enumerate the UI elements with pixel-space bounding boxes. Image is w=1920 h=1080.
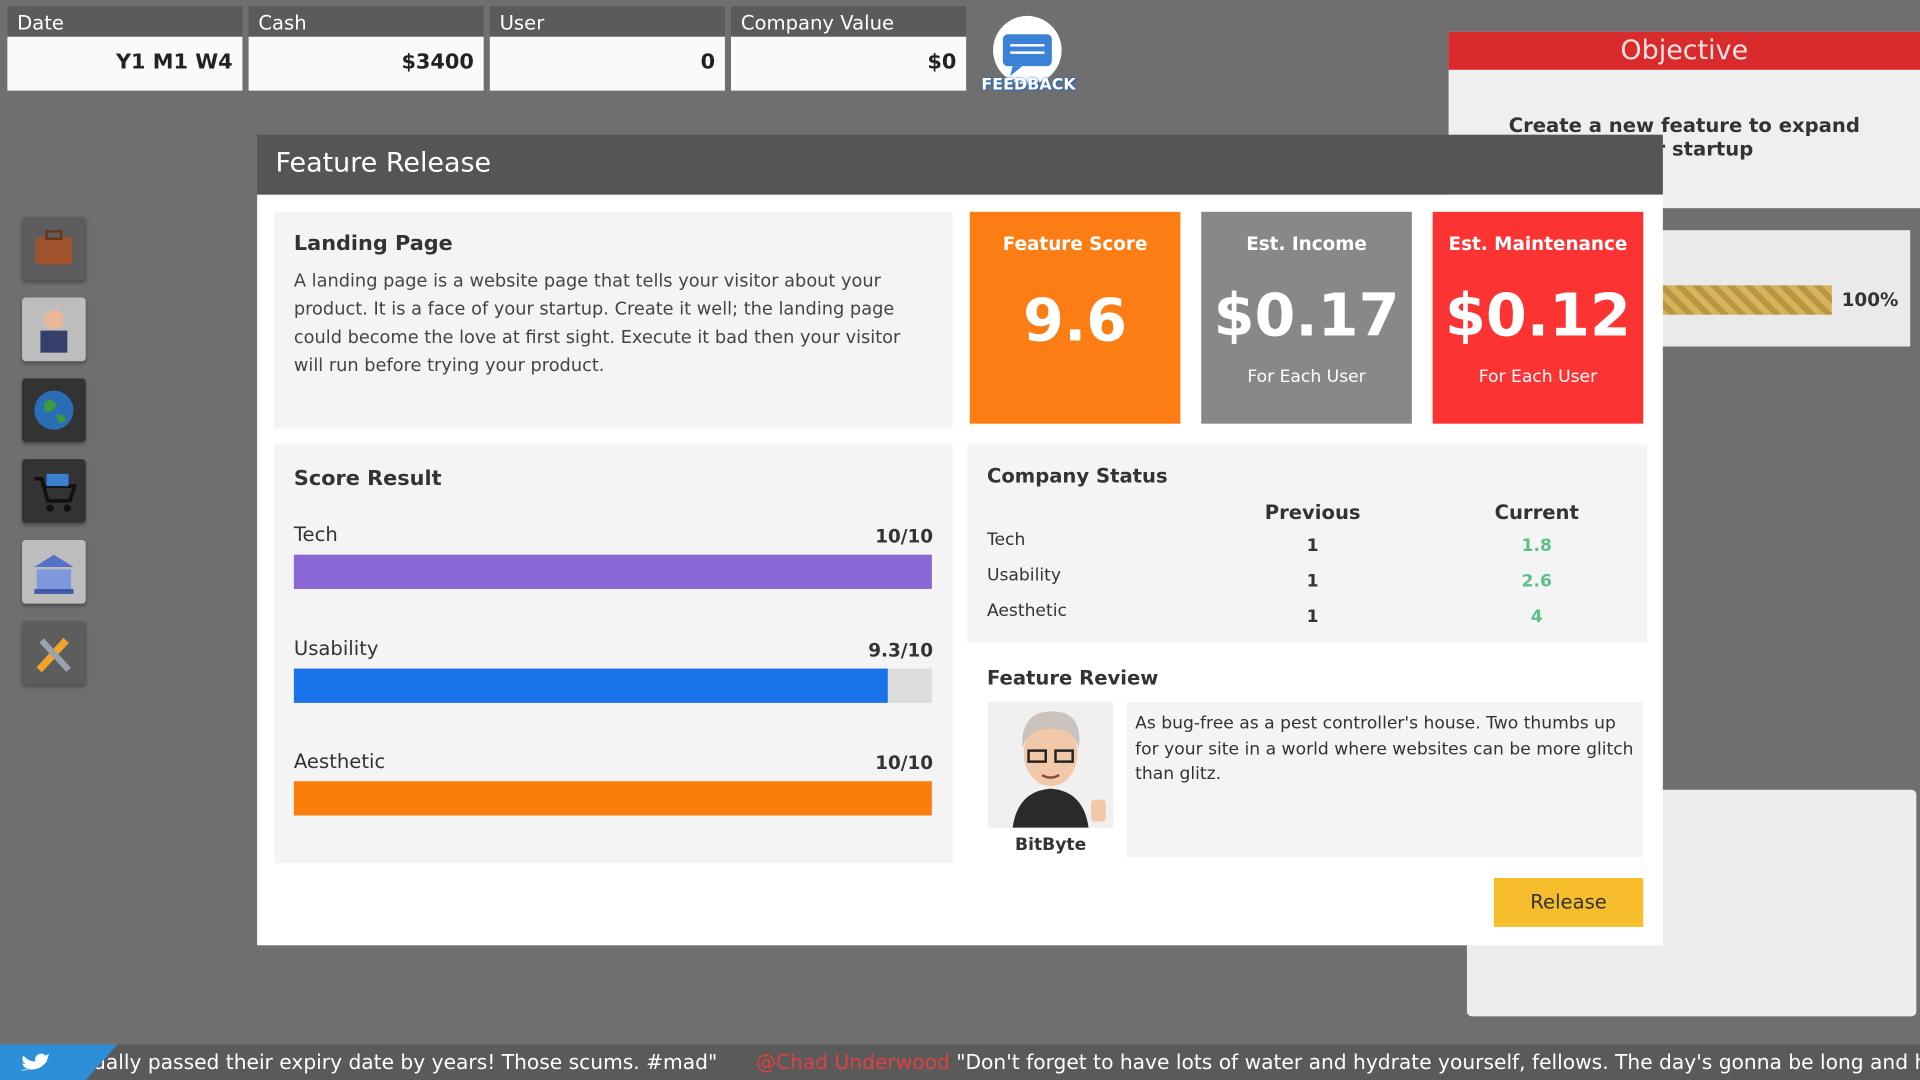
score-track bbox=[294, 781, 932, 815]
card-title: Est. Income bbox=[1201, 233, 1412, 255]
income-card: Est. Income $0.17 For Each User bbox=[1201, 212, 1412, 424]
stat-value: 0 bbox=[490, 37, 725, 91]
column-header: Previous bbox=[1251, 501, 1373, 524]
card-title: Est. Maintenance bbox=[1433, 233, 1644, 255]
stat-label: Cash bbox=[249, 6, 484, 37]
sidebar-tools[interactable] bbox=[22, 621, 86, 685]
card-title: Feature Score bbox=[970, 233, 1181, 255]
status-previous: 1 bbox=[1251, 536, 1373, 556]
status-name: Usability bbox=[987, 566, 1061, 586]
feature-panel: Landing Page A landing page is a website… bbox=[274, 212, 952, 429]
status-name: Aesthetic bbox=[987, 601, 1067, 621]
feedback-label: FEEDBACK bbox=[973, 76, 1083, 94]
score-name: Usability bbox=[294, 636, 379, 659]
score-track bbox=[294, 668, 932, 702]
icon bbox=[22, 378, 86, 442]
score-label: 10/10 bbox=[875, 525, 933, 547]
ticker-message: "Don't forget to have lots of water and … bbox=[956, 1051, 1920, 1074]
stat-box: DateY1 M1 W4 bbox=[7, 6, 242, 90]
score-card: Feature Score 9.6 bbox=[970, 212, 1181, 424]
dialog-title: Feature Release bbox=[276, 148, 492, 179]
status-current: 1.8 bbox=[1476, 536, 1598, 556]
stat-label: User bbox=[490, 6, 725, 37]
card-note: For Each User bbox=[1201, 367, 1412, 387]
feedback-button[interactable]: FEEDBACK bbox=[973, 15, 1083, 98]
reviewer-avatar bbox=[988, 702, 1113, 828]
sidebar-globe[interactable] bbox=[22, 378, 86, 442]
card-value: $0.17 bbox=[1201, 282, 1412, 351]
progress-bar bbox=[1660, 285, 1831, 314]
icon bbox=[22, 217, 86, 281]
company-status-title: Company Status bbox=[987, 464, 1168, 487]
icon bbox=[22, 298, 86, 362]
card-value: 9.6 bbox=[970, 287, 1181, 356]
icon bbox=[22, 621, 86, 685]
icon bbox=[22, 459, 86, 523]
card-value: $0.12 bbox=[1433, 282, 1644, 351]
release-button[interactable]: Release bbox=[1494, 878, 1643, 927]
stat-box: User0 bbox=[490, 6, 725, 90]
score-name: Aesthetic bbox=[294, 749, 385, 772]
score-bar bbox=[294, 781, 932, 815]
status-name: Tech bbox=[987, 530, 1025, 550]
feature-description: A landing page is a website page that te… bbox=[294, 268, 933, 381]
progress-label: 100% bbox=[1842, 289, 1899, 311]
score-label: 9.3/10 bbox=[868, 639, 933, 661]
card-note: For Each User bbox=[1433, 367, 1644, 387]
feature-name: Landing Page bbox=[294, 231, 933, 255]
column-header: Current bbox=[1476, 501, 1598, 524]
status-previous: 1 bbox=[1251, 607, 1373, 627]
status-current: 2.6 bbox=[1476, 572, 1598, 592]
score-bar bbox=[294, 555, 932, 589]
score-track bbox=[294, 555, 932, 589]
status-previous: 1 bbox=[1251, 572, 1373, 592]
stat-box: Cash$3400 bbox=[249, 6, 484, 90]
stat-box: Company Value$0 bbox=[731, 6, 966, 90]
stat-label: Date bbox=[7, 6, 242, 37]
sidebar-staff[interactable] bbox=[22, 298, 86, 362]
sidebar-shop[interactable] bbox=[22, 459, 86, 523]
ticker-message: ually passed their expiry date by years!… bbox=[93, 1051, 717, 1074]
review-text: As bug-free as a pest controller's house… bbox=[1127, 702, 1644, 858]
score-bar bbox=[294, 668, 887, 702]
stat-label: Company Value bbox=[731, 6, 966, 37]
reviewer-name: BitByte bbox=[988, 835, 1113, 855]
stat-value: Y1 M1 W4 bbox=[7, 37, 242, 91]
score-result-panel: Score Result Tech 10/10 Usability 9.3/10 Aes… bbox=[274, 444, 952, 863]
icon bbox=[22, 540, 86, 604]
news-ticker: ually passed their expiry date by years!… bbox=[0, 1044, 1920, 1080]
ticker-text: ually passed their expiry date by years!… bbox=[93, 1044, 1920, 1080]
status-current: 4 bbox=[1476, 607, 1598, 627]
ticker-handle: @Chad Underwood bbox=[756, 1051, 950, 1074]
progress-panel: 100% bbox=[1641, 230, 1910, 346]
twitter-badge bbox=[0, 1044, 118, 1080]
maintenance-card: Est. Maintenance $0.12 For Each User bbox=[1433, 212, 1644, 424]
dialog-header: Feature Release bbox=[257, 135, 1663, 195]
score-result-title: Score Result bbox=[294, 467, 442, 491]
company-status-panel: Company Status Previous Current Tech 1 1.8… bbox=[967, 444, 1647, 642]
sidebar-bank[interactable] bbox=[22, 540, 86, 604]
score-label: 10/10 bbox=[875, 752, 933, 774]
avatar-image bbox=[988, 702, 1113, 828]
review-title: Feature Review bbox=[987, 666, 1158, 689]
objective-title: Objective bbox=[1449, 32, 1920, 70]
stat-value: $0 bbox=[731, 37, 966, 91]
score-name: Tech bbox=[294, 523, 338, 546]
sidebar-briefcase[interactable] bbox=[22, 217, 86, 281]
stat-value: $3400 bbox=[249, 37, 484, 91]
